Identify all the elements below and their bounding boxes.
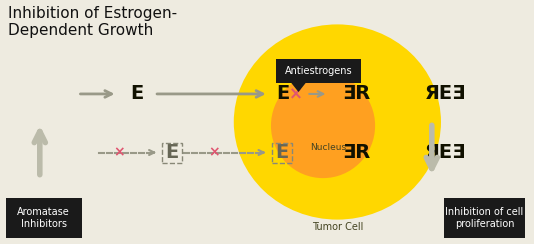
Text: E: E [276, 84, 289, 103]
Text: ×: × [208, 145, 219, 160]
Text: ЯEƎ: ЯEƎ [425, 143, 466, 162]
FancyBboxPatch shape [6, 198, 82, 238]
Text: ×: × [288, 85, 302, 103]
Bar [272, 142, 292, 163]
Text: ƎR: ƎR [342, 84, 370, 103]
Bar [162, 142, 182, 163]
Text: ƎR: ƎR [342, 143, 370, 162]
Text: Tumor Cell: Tumor Cell [312, 222, 363, 232]
Text: ЯEƎ: ЯEƎ [425, 84, 466, 103]
FancyBboxPatch shape [276, 59, 361, 83]
Ellipse shape [234, 24, 441, 220]
FancyBboxPatch shape [444, 198, 525, 238]
Text: Nucleus: Nucleus [310, 143, 346, 152]
Text: E: E [166, 143, 179, 162]
Text: Antiestrogens: Antiestrogens [285, 66, 352, 76]
Polygon shape [290, 82, 307, 92]
Text: Aromatase
Inhibitors: Aromatase Inhibitors [18, 207, 70, 229]
Text: ×: × [114, 145, 125, 160]
Ellipse shape [271, 73, 375, 178]
Text: Inhibition of Estrogen-
Dependent Growth: Inhibition of Estrogen- Dependent Growth [8, 6, 177, 38]
Text: E: E [275, 143, 288, 162]
Text: E: E [131, 84, 144, 103]
Text: Inhibition of cell
proliferation: Inhibition of cell proliferation [445, 207, 524, 229]
